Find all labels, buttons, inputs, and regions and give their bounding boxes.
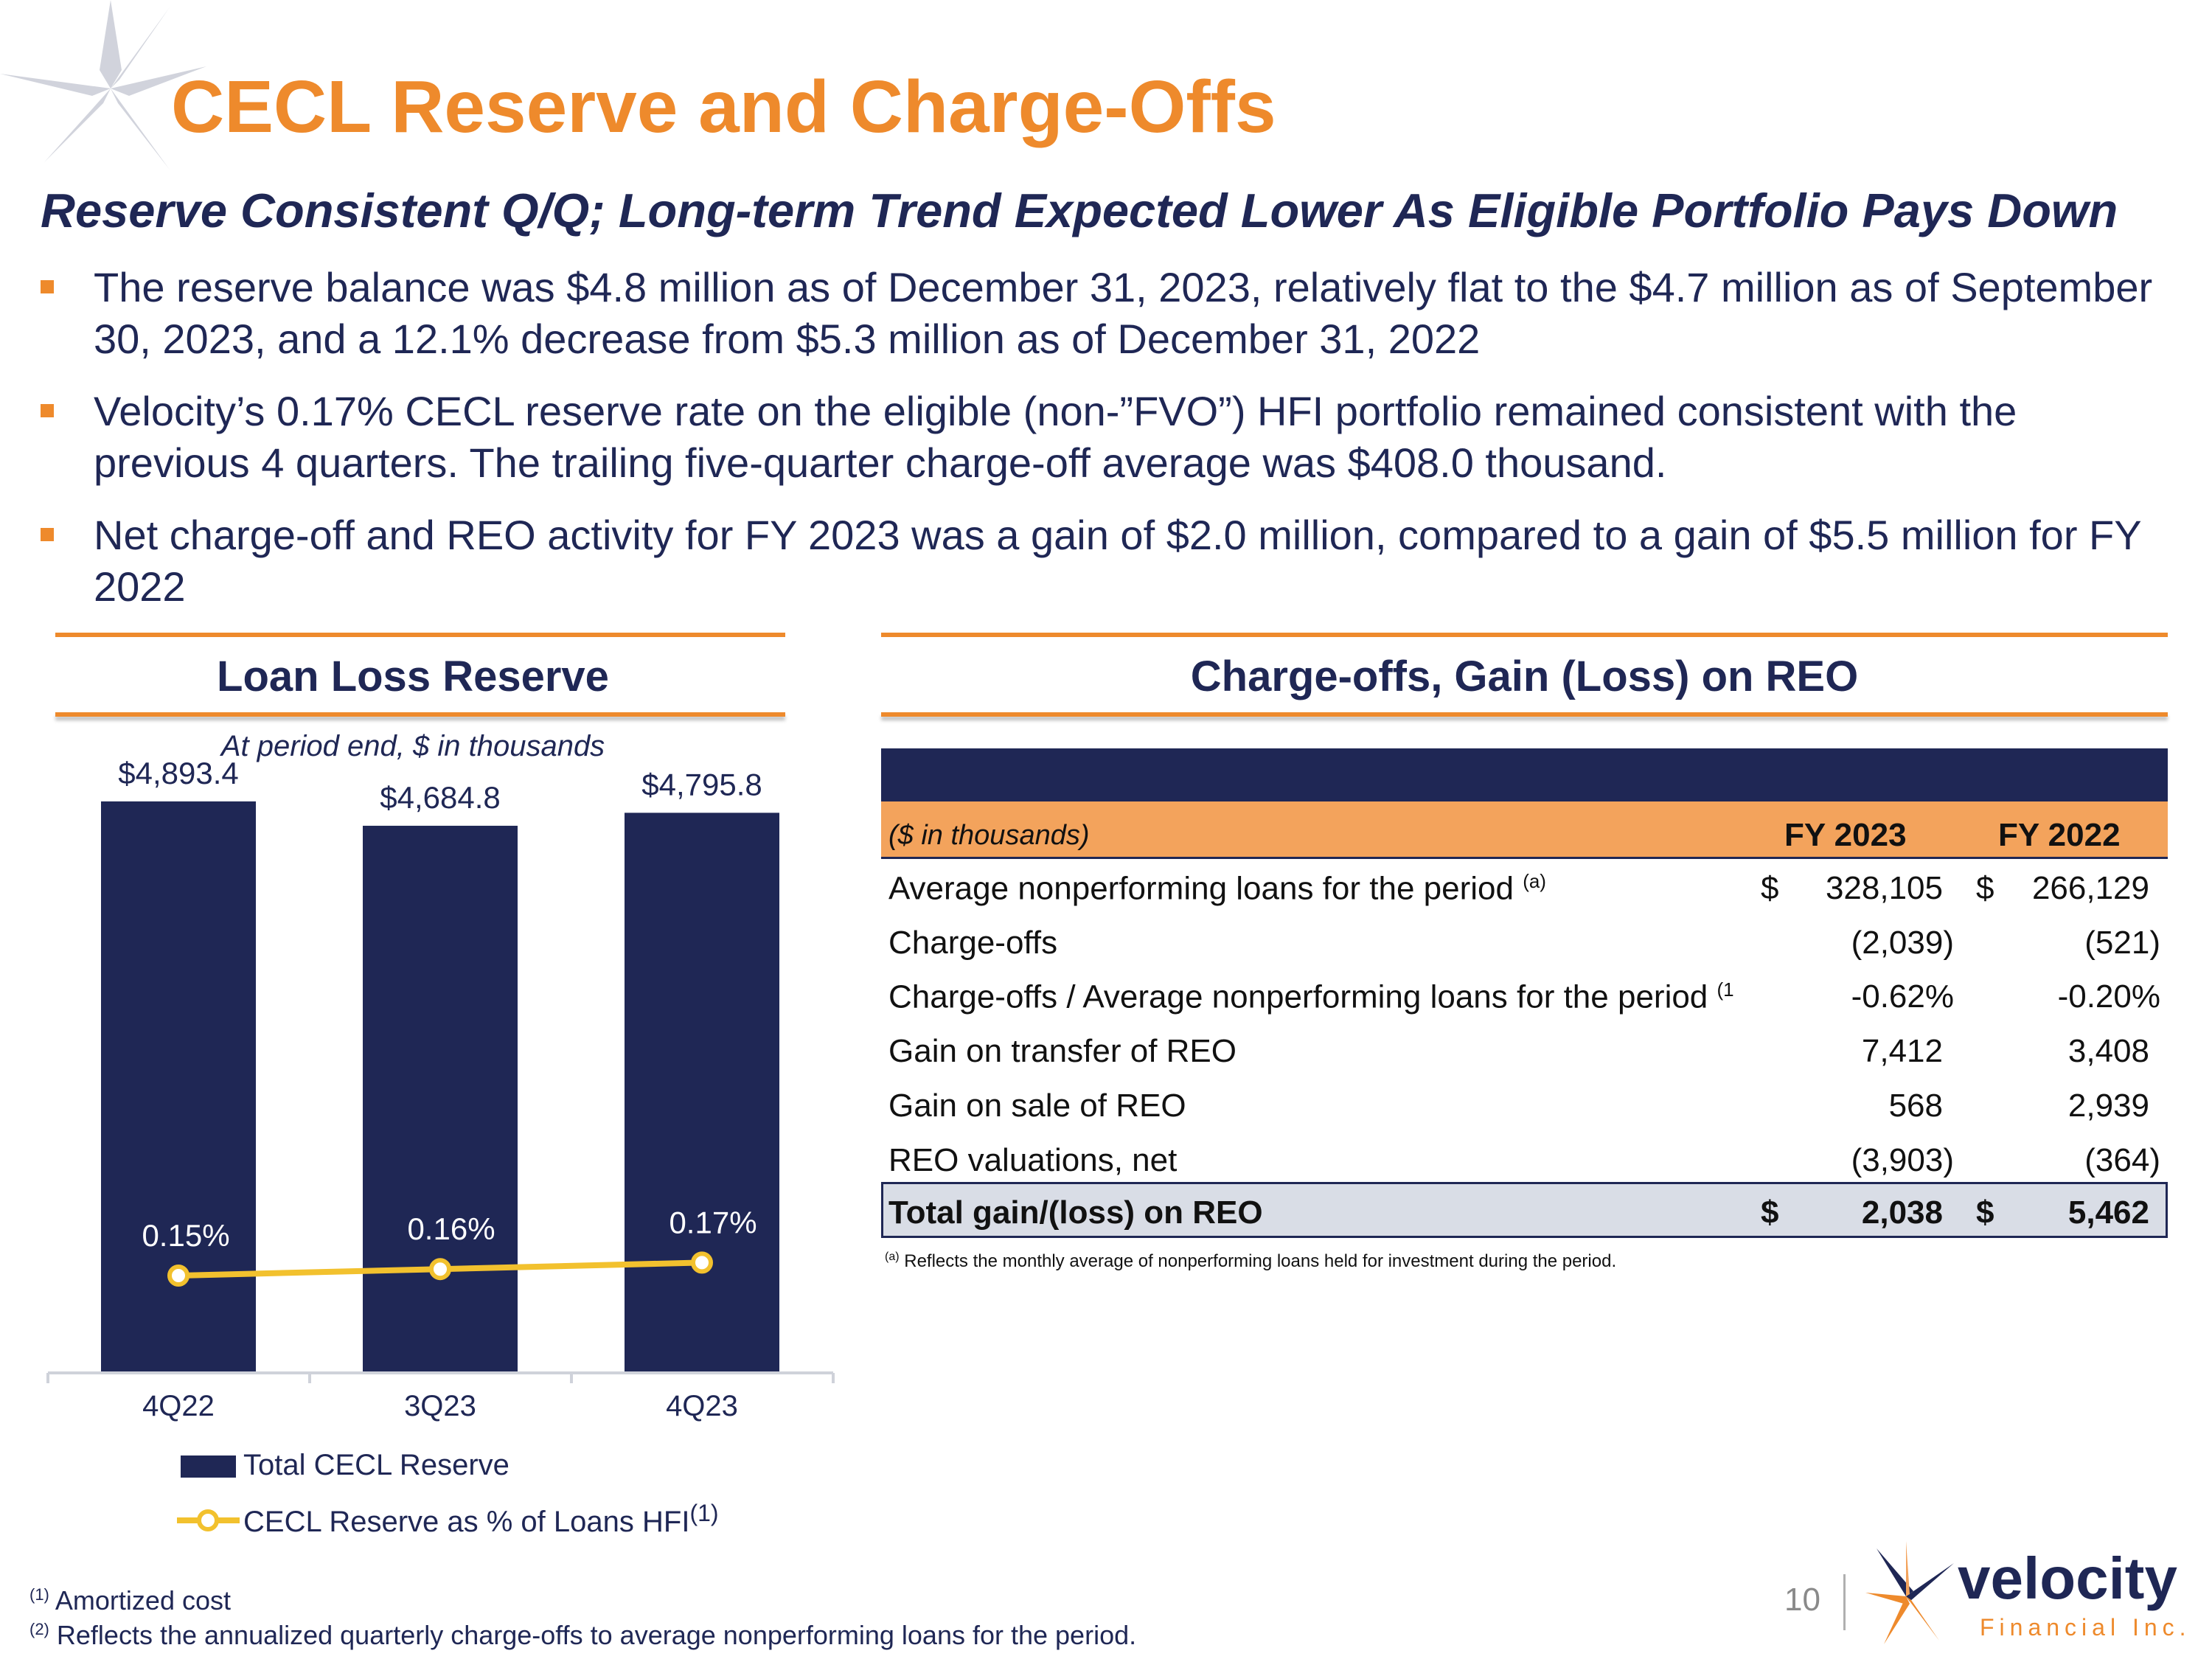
footnote-sup: (1) xyxy=(29,1585,49,1604)
x-tick-label: 3Q23 xyxy=(404,1390,476,1422)
row-label-text: Average nonperforming loans for the peri… xyxy=(888,870,1514,907)
bullet-square-icon xyxy=(41,280,54,293)
page-separator xyxy=(1843,1574,1846,1630)
bullet-item: Net charge-off and REO activity for FY 2… xyxy=(41,509,2179,613)
bar-value-label: $4,893.4 xyxy=(118,759,239,790)
bullet-text: Net charge-off and REO activity for FY 2… xyxy=(94,512,2141,610)
table-cell-fy2022: (521) xyxy=(2084,925,2160,961)
currency-sign: $ xyxy=(1761,870,1779,906)
table-row-label: Gain on transfer of REO xyxy=(888,1033,1237,1069)
divider xyxy=(881,712,2168,717)
table-cell-fy2022: 2,939 xyxy=(2067,1088,2149,1124)
bar-4Q22 xyxy=(101,801,256,1373)
bar-value-label: $4,795.8 xyxy=(641,767,762,801)
total-label: Total gain/(loss) on REO xyxy=(888,1194,1263,1231)
logo-wordmark: velocity xyxy=(1958,1545,2177,1611)
right-panel-title: Charge-offs, Gain (Loss) on REO xyxy=(1190,653,1859,700)
left-panel-title: Loan Loss Reserve xyxy=(217,653,609,700)
note-text: Reflects the monthly average of nonperfo… xyxy=(904,1251,1617,1271)
legend-superscript: (1) xyxy=(689,1500,718,1526)
line-value-label: 0.15% xyxy=(142,1218,229,1253)
table-row-label: REO valuations, net xyxy=(888,1142,1178,1178)
line-value-label: 0.17% xyxy=(669,1205,757,1239)
decorative-star-icon xyxy=(0,0,206,170)
table-column-header-row xyxy=(881,801,2168,859)
x-tick-label: 4Q23 xyxy=(666,1390,738,1422)
line-point xyxy=(167,1265,189,1287)
divider xyxy=(55,633,785,637)
legend-line-text: CECL Reserve as % of Loans HFI(1) xyxy=(243,1500,719,1538)
row-superscript: (1 xyxy=(1717,978,1734,1001)
note-superscript: (a) xyxy=(885,1251,900,1263)
line-point xyxy=(691,1251,713,1274)
currency-sign: $ xyxy=(1976,870,1994,906)
bullet-item: The reserve balance was $4.8 million as … xyxy=(41,262,2179,365)
table-header-bar xyxy=(881,748,2168,801)
column-header-fy2023: FY 2023 xyxy=(1784,817,1907,853)
legend-line-label: CECL Reserve as % of Loans HFI xyxy=(243,1506,689,1538)
table-cell-fy2023: (3,903) xyxy=(1851,1142,1954,1178)
bullet-list: The reserve balance was $4.8 million as … xyxy=(41,262,2179,633)
bar-4Q23 xyxy=(625,813,779,1373)
bullet-text: The reserve balance was $4.8 million as … xyxy=(94,264,2153,362)
table-cell-fy2023: 328,105 xyxy=(1825,870,1943,906)
page-subtitle: Reserve Consistent Q/Q; Long-term Trend … xyxy=(41,184,2118,237)
logo-tagline: Financial Inc. xyxy=(1980,1614,2191,1641)
row-label-text: Charge-offs / Average nonperforming loan… xyxy=(888,978,1708,1015)
logo-star-icon xyxy=(1865,1541,1954,1644)
chart-subtitle: At period end, $ in thousands xyxy=(220,730,605,762)
column-header-fy2022: FY 2022 xyxy=(1998,817,2121,853)
bar-3Q23 xyxy=(363,825,518,1373)
table-cell-fy2023: -0.62% xyxy=(1851,978,1954,1015)
divider xyxy=(55,712,785,717)
table-cell-fy2022: 266,129 xyxy=(2031,870,2149,906)
bullet-item: Velocity’s 0.17% CECL reserve rate on th… xyxy=(41,386,2179,489)
table-note: (a) Reflects the monthly average of nonp… xyxy=(885,1251,1616,1272)
footnote: (1) Amortized cost xyxy=(29,1585,231,1616)
loan-loss-reserve-chart: $4,893.4 $4,684.8 $4,795.8 0.15% 0.16% 0.17%… xyxy=(46,759,835,1538)
table-row-label: Gain on sale of REO xyxy=(888,1088,1186,1124)
page-number: 10 xyxy=(1784,1582,1820,1618)
footnote-text: Amortized cost xyxy=(55,1585,231,1615)
currency-sign: $ xyxy=(1976,1194,1994,1231)
divider xyxy=(881,633,2168,637)
table-cell-fy2023: 568 xyxy=(1888,1088,1943,1124)
unit-label: ($ in thousands) xyxy=(888,820,1090,851)
legend-line-marker xyxy=(197,1509,219,1531)
row-superscript: (a) xyxy=(1523,870,1546,892)
table-row-label: Average nonperforming loans for the peri… xyxy=(888,870,1546,908)
velocity-logo: velocity Financial Inc. xyxy=(1865,1541,2191,1644)
bullet-text: Velocity’s 0.17% CECL reserve rate on th… xyxy=(94,388,2017,486)
footnote: (2) Reflects the annualized quarterly ch… xyxy=(29,1620,1136,1651)
bullet-square-icon xyxy=(41,528,54,541)
footnote-text: Reflects the annualized quarterly charge… xyxy=(56,1620,1137,1650)
table-row-label: Charge-offs xyxy=(888,925,1058,961)
table-cell-fy2022: (364) xyxy=(2084,1142,2160,1178)
currency-sign: $ xyxy=(1761,1194,1779,1231)
total-fy2023: 2,038 xyxy=(1861,1194,1943,1231)
line-value-label: 0.16% xyxy=(407,1211,495,1246)
page-title: CECL Reserve and Charge-Offs xyxy=(171,66,1276,148)
table-cell-fy2022: 3,408 xyxy=(2067,1033,2149,1069)
table-row-label: Charge-offs / Average nonperforming loan… xyxy=(888,978,1734,1016)
total-fy2022: 5,462 xyxy=(2067,1194,2149,1231)
table-cell-fy2022: -0.20% xyxy=(2057,978,2160,1015)
line-point xyxy=(429,1258,451,1281)
table-total-row xyxy=(881,1182,2168,1238)
table-cell-fy2023: (2,039) xyxy=(1851,925,1954,961)
bullet-square-icon xyxy=(41,404,54,417)
legend-bar-swatch xyxy=(181,1455,236,1478)
footnote-sup: (2) xyxy=(29,1620,49,1638)
table-cell-fy2023: 7,412 xyxy=(1861,1033,1943,1069)
bar-value-label: $4,684.8 xyxy=(380,780,501,815)
x-tick-label: 4Q22 xyxy=(142,1390,215,1422)
legend-bar-label: Total CECL Reserve xyxy=(243,1449,509,1481)
